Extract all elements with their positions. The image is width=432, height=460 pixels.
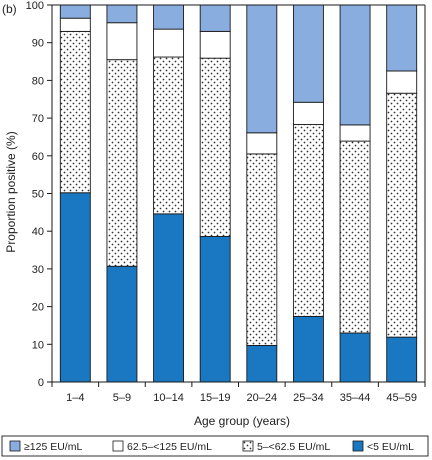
bar-segment-1-series-4 [59, 4, 91, 19]
y-axis-title: Proportion positive (%) [4, 131, 18, 252]
x-tick-label: 10–14 [153, 392, 184, 404]
bar-segment-2-series-3 [106, 22, 138, 61]
bar-segment-3-series-4 [153, 4, 185, 30]
y-tick-label: 30 [32, 264, 44, 276]
bar-segment-8-series-3 [386, 70, 418, 94]
bar-segment-4-series-2 [199, 57, 231, 237]
x-tick-label: 25–34 [293, 392, 324, 404]
bar-segment-6-series-2 [292, 124, 324, 317]
plot-area: 0 10 20 30 40 50 60 70 80 90 100 1–4 5–9 10–14 15–19 20… [26, 0, 426, 404]
x-tick-label: 45–59 [386, 392, 417, 404]
y-tick-label: 90 [32, 38, 44, 50]
bar-segment-3-series-1 [153, 213, 185, 383]
x-tick-label: 35–44 [340, 392, 371, 404]
bar-segment-5-series-3 [246, 132, 278, 155]
legend-frame [1, 435, 429, 457]
bar-segment-7-series-4 [339, 4, 371, 126]
x-tick-label: 1–4 [66, 392, 84, 404]
bar-segment-6-series-3 [292, 101, 324, 125]
y-tick-label: 70 [32, 113, 44, 125]
bar-segment-3-series-2 [153, 56, 185, 215]
bar-segment-5-series-1 [246, 344, 278, 383]
y-tick-label: 10 [32, 339, 44, 351]
bar-segment-1-series-3 [59, 17, 91, 32]
y-tick-label: 60 [32, 151, 44, 163]
bar-segment-4-series-1 [199, 236, 231, 383]
x-axis-title: Age group (years) [194, 414, 290, 428]
bar-segment-5-series-2 [246, 153, 278, 346]
bar-segment-5-series-4 [246, 4, 278, 134]
bar-segment-6-series-4 [292, 4, 324, 103]
bar-segment-6-series-1 [292, 315, 324, 383]
bar-segment-8-series-1 [386, 336, 418, 383]
x-tick-label: 20–24 [247, 392, 278, 404]
bar-segment-2-series-2 [106, 59, 138, 267]
legend-label-3: 5–<62.5 EU/mL [257, 441, 330, 453]
legend-swatch-1 [9, 440, 21, 452]
panel-label: (b) [2, 2, 17, 16]
legend-label-2: 62.5–<125 EU/mL [127, 441, 212, 453]
legend-swatch-4 [352, 440, 364, 452]
bar-segment-8-series-2 [386, 92, 418, 338]
legend-label-1: ≥125 EU/mL [24, 441, 82, 453]
bar-segment-7-series-2 [339, 140, 371, 334]
y-tick-label: 40 [32, 226, 44, 238]
bar-segment-3-series-3 [153, 28, 185, 58]
legend-swatch-2 [112, 440, 124, 452]
bar-segment-1-series-1 [59, 192, 91, 383]
bar-segment-7-series-3 [339, 124, 371, 142]
legend-swatch-3 [242, 440, 254, 452]
bar-segment-4-series-3 [199, 30, 231, 59]
bar-segment-8-series-4 [386, 4, 418, 72]
bar-segment-4-series-4 [199, 4, 231, 32]
x-tick-label: 5–9 [113, 392, 131, 404]
bar-segment-7-series-1 [339, 332, 371, 383]
legend: ≥125 EU/mL 62.5–<125 EU/mL 5–<62.5 EU/mL <5… [1, 435, 429, 457]
x-tick-label: 15–19 [200, 392, 231, 404]
legend-label-4: <5 EU/mL [367, 441, 414, 453]
bar-segment-2-series-1 [106, 265, 138, 383]
bar-segment-1-series-2 [59, 30, 91, 194]
y-tick-label: 0 [38, 377, 44, 389]
y-tick-label: 50 [32, 189, 44, 201]
bar-segment-2-series-4 [106, 4, 138, 24]
y-tick-label: 20 [32, 302, 44, 314]
y-tick-label: 80 [32, 75, 44, 87]
y-tick-label: 100 [26, 0, 44, 12]
